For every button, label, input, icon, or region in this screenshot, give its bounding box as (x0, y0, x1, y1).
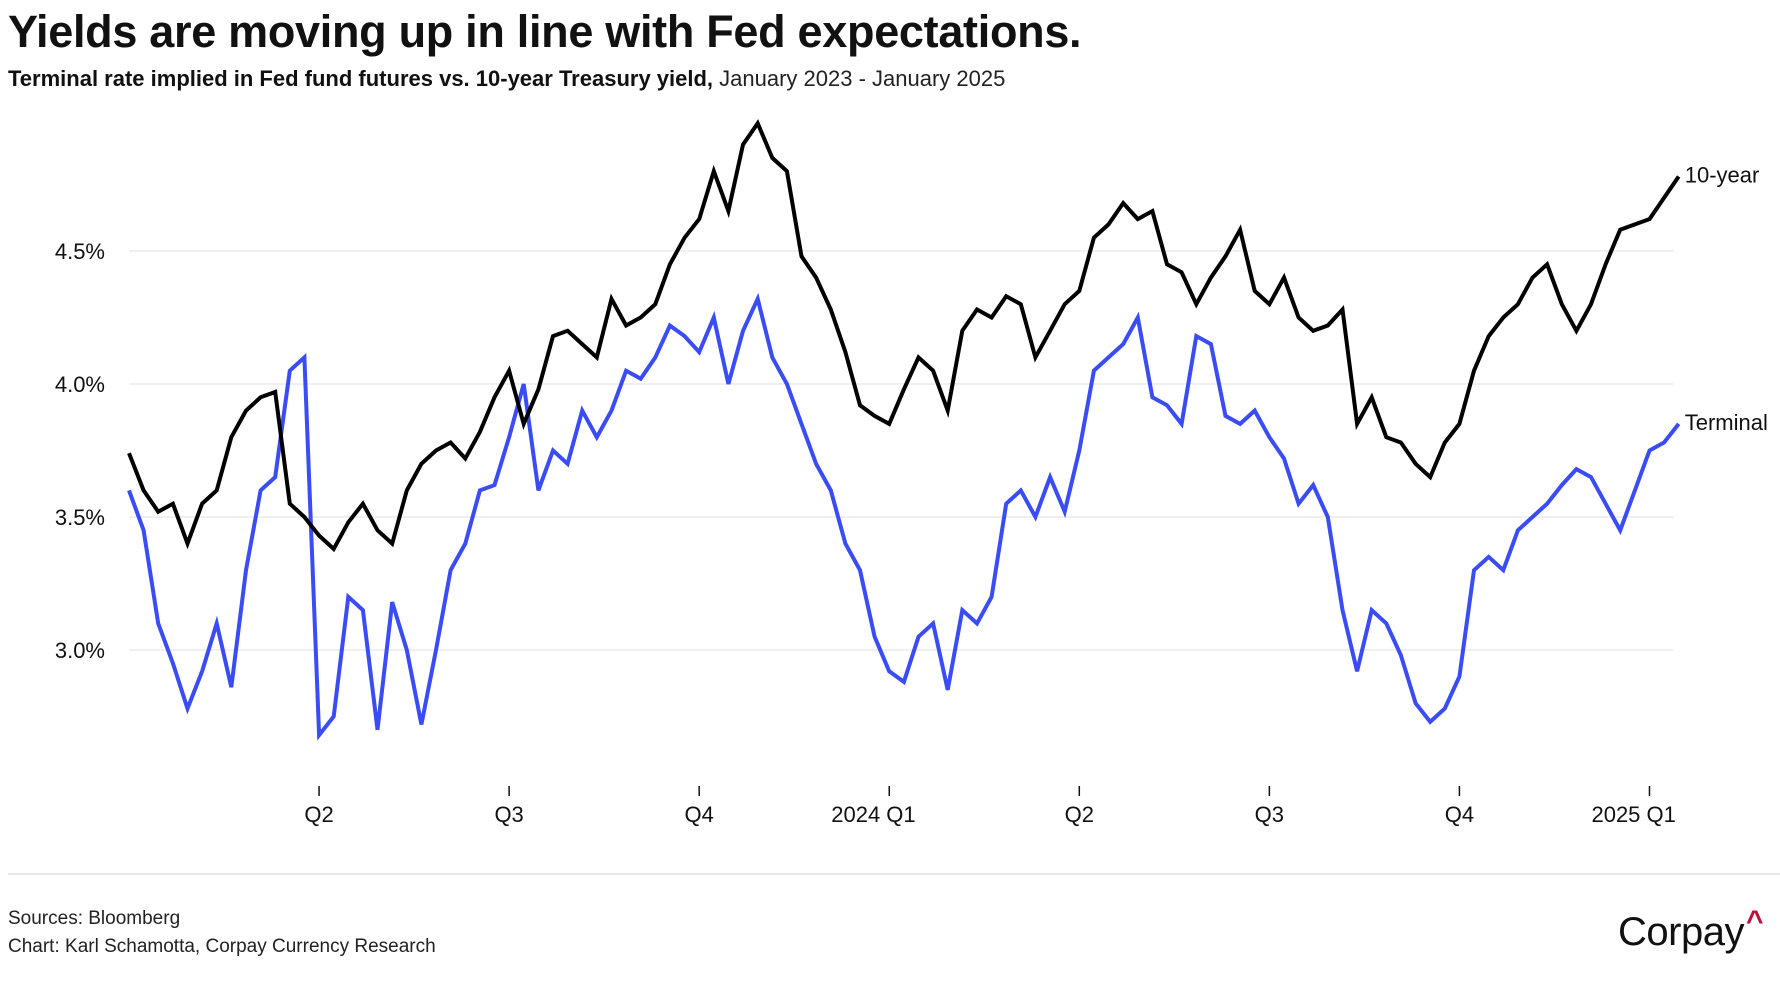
x-tick-label: Q4 (685, 802, 714, 827)
line-chart: 3.0% 3.5% 4.0% 4.5% Q2 Q3 Q4 2024 Q1 Q2 Q3 Q4 2025… (55, 119, 1768, 827)
logo-caret-icon: ^ (1745, 905, 1764, 938)
y-axis: 3.0% 3.5% 4.0% 4.5% (55, 239, 105, 663)
y-tick-label: 3.5% (55, 505, 105, 530)
y-tick-label: 3.0% (55, 638, 105, 663)
series-line-10-year (127, 119, 1681, 553)
x-tick-label: 2025 Q1 (1591, 802, 1675, 827)
footer-divider (8, 873, 1780, 875)
y-tick-label: 4.0% (55, 372, 105, 397)
series-line-terminal (127, 292, 1681, 741)
series-label-terminal: Terminal (1685, 410, 1768, 435)
credit-text: Chart: Karl Schamotta, Corpay Currency R… (8, 936, 436, 957)
chart-subtitle: Terminal rate implied in Fed fund future… (8, 66, 1005, 92)
series-lines (127, 119, 1681, 741)
x-tick-label: Q4 (1445, 802, 1474, 827)
chart-title: Yields are moving up in line with Fed ex… (8, 6, 1082, 57)
x-tick-label: Q2 (304, 802, 333, 827)
series-label-10-year: 10-year (1685, 163, 1760, 188)
y-tick-label: 4.5% (55, 239, 105, 264)
subtitle-description: Terminal rate implied in Fed fund future… (8, 66, 714, 91)
x-tick-label: 2024 Q1 (831, 802, 915, 827)
corpay-logo: Corpay^ (1618, 905, 1763, 955)
logo-text: Corpay (1618, 910, 1744, 954)
series-labels: Terminal 10-year (1685, 163, 1768, 435)
footer-source-block: Sources: Bloomberg Chart: Karl Schamotta… (8, 905, 436, 961)
x-tick-label: Q2 (1065, 802, 1094, 827)
source-text: Sources: Bloomberg (8, 908, 181, 929)
subtitle-date-range: January 2023 - January 2025 (713, 66, 1006, 91)
x-tick-label: Q3 (494, 802, 523, 827)
gridlines (129, 250, 1673, 651)
x-tick-label: Q3 (1255, 802, 1284, 827)
x-axis: Q2 Q3 Q4 2024 Q1 Q2 Q3 Q4 2025 Q1 (304, 786, 1676, 827)
